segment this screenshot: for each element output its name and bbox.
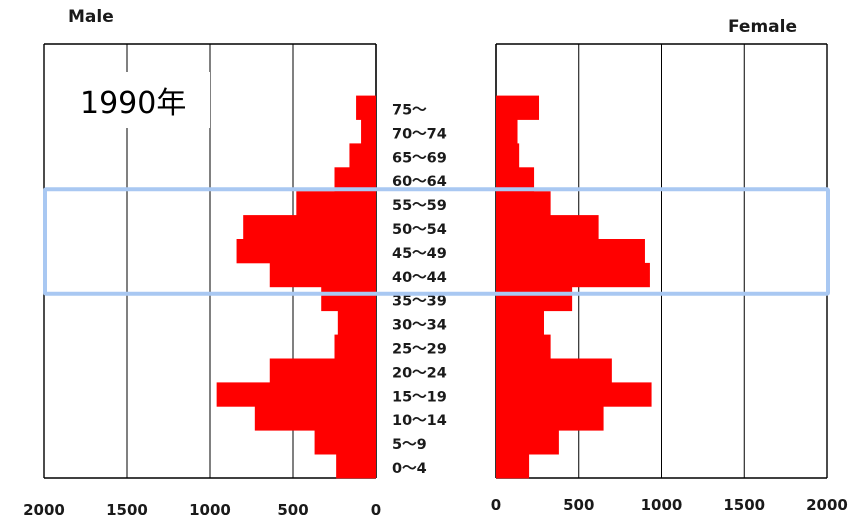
female-bar-2: [496, 406, 604, 431]
female-bar-10: [496, 215, 599, 240]
age-label: 40～44: [392, 270, 447, 286]
female-tick-label: 500: [563, 496, 594, 514]
male-tick-label: 2000: [23, 501, 65, 519]
female-bar-5: [496, 334, 551, 359]
year-label-background: [68, 72, 210, 128]
male-bar-10: [243, 215, 376, 240]
age-label: 70～74: [392, 126, 447, 142]
male-tick-label: 0: [371, 501, 381, 519]
age-label: 25～29: [392, 342, 447, 358]
age-label: 45～49: [392, 246, 447, 262]
female-tick-label: 1500: [723, 496, 765, 514]
female-tick-label: 0: [491, 496, 501, 514]
male-bar-1: [314, 430, 376, 455]
male-tick-label: 500: [277, 501, 308, 519]
male-bars: [216, 95, 376, 479]
male-bar-5: [334, 334, 376, 359]
female-bar-6: [496, 310, 544, 335]
age-label: 15～19: [392, 389, 447, 405]
female-tick-label: 1000: [641, 496, 683, 514]
male-bar-8: [269, 262, 376, 288]
age-label: 65～69: [392, 150, 447, 166]
male-bar-4: [269, 358, 376, 383]
female-bar-1: [496, 430, 559, 455]
age-label: 5～9: [392, 437, 427, 453]
male-label: Male: [68, 7, 114, 27]
age-group-labels: 0～4 5～9 10～14 15～19 20～24 25～29 30～34 35～39 40～4…: [392, 103, 447, 478]
female-bar-8: [496, 262, 650, 288]
female-bar-0: [496, 454, 530, 479]
male-bar-11: [296, 191, 376, 216]
age-label: 0～4: [392, 461, 427, 477]
age-label: 50～54: [392, 222, 447, 238]
female-bar-4: [496, 358, 612, 383]
male-bar-2: [254, 406, 376, 431]
female-bar-3: [496, 382, 652, 407]
female-bar-15: [496, 95, 540, 120]
age-label: 30～34: [392, 318, 447, 334]
female-tick-label: 2000: [806, 496, 848, 514]
female-axis-ticks: 0 500 1000 1500 2000: [491, 496, 848, 514]
age-label: 35～39: [392, 294, 447, 310]
female-label: Female: [728, 17, 797, 37]
male-bar-14: [361, 119, 376, 144]
male-axis-ticks: 2000 1500 1000 500 0: [23, 501, 381, 519]
female-bar-11: [496, 191, 551, 216]
age-label: 75～: [392, 103, 427, 119]
male-bar-15: [356, 95, 376, 120]
age-label: 20～24: [392, 365, 447, 381]
male-bar-7: [321, 286, 376, 312]
age-label: 10～14: [392, 413, 447, 429]
year-label: 1990年: [80, 86, 186, 121]
male-bar-3: [216, 382, 376, 407]
female-bar-9: [496, 239, 645, 264]
male-bar-13: [349, 143, 376, 168]
age-label: 60～64: [392, 174, 447, 190]
female-bar-13: [496, 143, 520, 168]
female-bar-14: [496, 119, 518, 144]
male-bar-6: [337, 310, 376, 335]
male-bar-0: [336, 454, 376, 479]
male-bar-9: [236, 239, 376, 264]
male-tick-label: 1500: [106, 501, 148, 519]
male-panel: [43, 43, 377, 479]
male-tick-label: 1000: [189, 501, 231, 519]
age-label: 55～59: [392, 198, 447, 214]
highlight-box-group: [43, 187, 830, 296]
female-bar-7: [496, 286, 573, 312]
highlight-box: [43, 187, 830, 296]
